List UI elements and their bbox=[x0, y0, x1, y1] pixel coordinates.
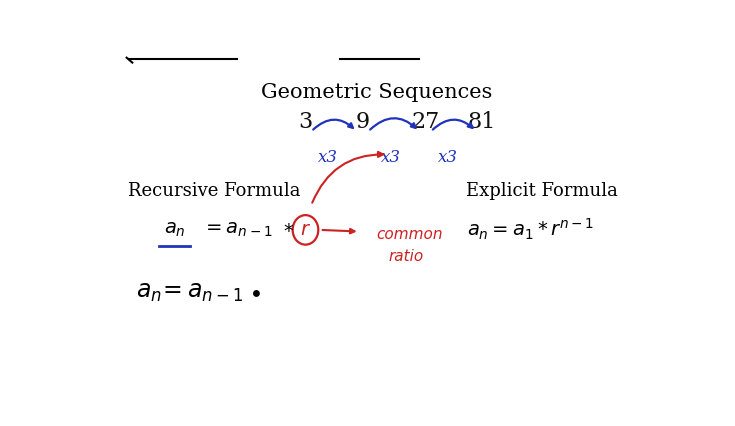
Text: $= a_{n-1}$: $= a_{n-1}$ bbox=[157, 280, 243, 304]
Text: Explicit Formula: Explicit Formula bbox=[466, 181, 618, 199]
Text: Geometric Sequences: Geometric Sequences bbox=[261, 83, 492, 102]
Text: $= a_{n-1}$: $= a_{n-1}$ bbox=[202, 220, 273, 239]
Text: 81: 81 bbox=[468, 111, 496, 132]
Text: $a_n$: $a_n$ bbox=[164, 220, 185, 239]
Text: Recursive Formula: Recursive Formula bbox=[128, 181, 301, 199]
Text: 27: 27 bbox=[411, 111, 440, 132]
Text: x3: x3 bbox=[438, 149, 458, 166]
Text: x3: x3 bbox=[318, 149, 338, 166]
Text: ratio: ratio bbox=[388, 249, 423, 264]
Text: $\bullet$: $\bullet$ bbox=[248, 280, 261, 304]
Text: x3: x3 bbox=[381, 149, 401, 166]
Text: common: common bbox=[376, 227, 443, 242]
Text: $a_n = a_1 * r^{n-1}$: $a_n = a_1 * r^{n-1}$ bbox=[467, 217, 594, 242]
Text: 9: 9 bbox=[356, 111, 370, 132]
Text: $*$: $*$ bbox=[283, 220, 294, 239]
Text: $r$: $r$ bbox=[300, 220, 311, 239]
Text: $a_n$: $a_n$ bbox=[136, 280, 162, 304]
Text: 3: 3 bbox=[298, 111, 312, 132]
